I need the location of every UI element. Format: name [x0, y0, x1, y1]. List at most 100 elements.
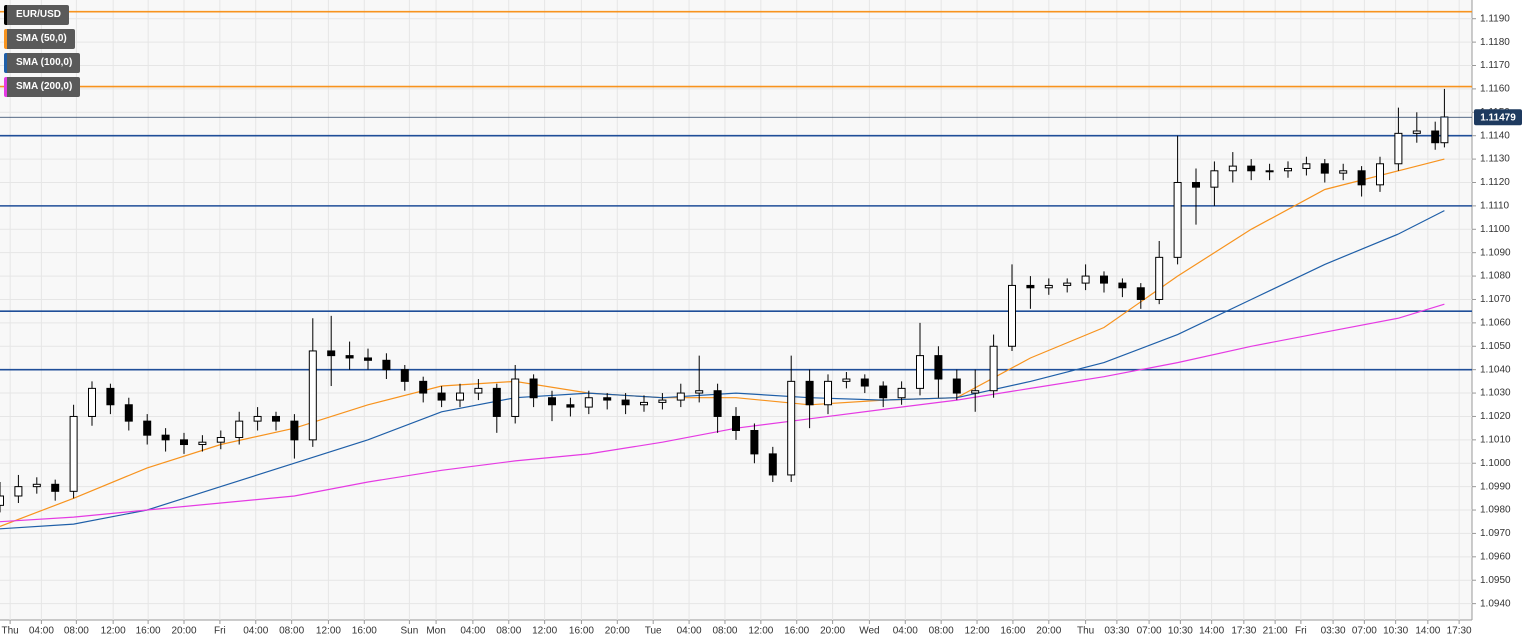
candle-body — [805, 380, 814, 406]
y-tick-label: 1.1070 — [1480, 294, 1511, 305]
x-tick-label: 12:00 — [101, 626, 126, 637]
candle-body — [732, 415, 740, 431]
candle-body — [290, 420, 299, 441]
candle-body — [216, 437, 225, 443]
candle-body — [1320, 163, 1329, 174]
candle-body — [492, 387, 501, 417]
y-tick-label: 1.1160 — [1480, 84, 1510, 95]
candle-body — [548, 397, 556, 406]
x-tick-label: 04:00 — [677, 626, 702, 637]
candle-body — [106, 387, 115, 406]
x-tick-label: Thu — [2, 626, 19, 637]
candle-body — [32, 483, 41, 488]
y-tick-label: 1.0960 — [1480, 551, 1511, 562]
candle-body — [143, 420, 152, 436]
candle-body — [124, 404, 133, 422]
legend-item[interactable]: SMA (200,0) — [4, 77, 81, 97]
candle-body — [952, 378, 961, 394]
candle-body — [1118, 282, 1127, 289]
candle-body — [345, 355, 354, 359]
candle-body — [824, 380, 832, 406]
legend-item[interactable]: SMA (50,0) — [4, 29, 75, 49]
candle-body — [1063, 282, 1072, 286]
candle-body — [161, 434, 170, 441]
x-tick-label: 14:00 — [1199, 626, 1224, 637]
x-tick-label: 20:00 — [820, 626, 845, 637]
x-tick-label: Tue — [645, 626, 662, 637]
candle-body — [566, 404, 575, 408]
candle-body — [584, 397, 593, 408]
y-tick-label: 1.1050 — [1480, 341, 1511, 352]
candle-body — [860, 378, 869, 387]
candle-body — [198, 441, 207, 446]
x-tick-label: 12:00 — [965, 626, 990, 637]
candle-body — [695, 390, 704, 394]
x-tick-label: 12:00 — [748, 626, 773, 637]
x-tick-label: 20:00 — [605, 626, 630, 637]
candle-body — [989, 345, 998, 392]
y-tick-label: 1.0940 — [1480, 598, 1511, 609]
x-tick-label: Fri — [214, 626, 226, 637]
y-tick-label: 1.0990 — [1480, 481, 1511, 492]
candle-body — [621, 399, 630, 406]
candle-body — [1081, 275, 1090, 284]
x-tick-label: 21:00 — [1263, 626, 1288, 637]
candle-body — [1339, 170, 1348, 174]
x-tick-label: 03:30 — [1104, 626, 1129, 637]
legend-item[interactable]: EUR/USD — [4, 5, 70, 25]
x-tick-label: 14:00 — [1415, 626, 1440, 637]
candle-body — [51, 483, 60, 492]
candle-body — [456, 392, 464, 401]
candle-body — [511, 378, 520, 417]
plot-background — [0, 0, 1472, 620]
y-tick-label: 1.1180 — [1480, 37, 1510, 48]
y-tick-label: 1.1060 — [1480, 318, 1511, 329]
x-tick-label: 04:00 — [893, 626, 918, 637]
candle-body — [529, 378, 538, 399]
candle-body — [971, 390, 980, 394]
candle-body — [180, 439, 188, 446]
y-tick-label: 1.1130 — [1480, 154, 1510, 165]
y-tick-label: 1.1190 — [1480, 13, 1510, 24]
legend-item[interactable]: SMA (100,0) — [4, 53, 81, 73]
candle-body — [364, 357, 372, 361]
y-tick-label: 1.1010 — [1480, 434, 1511, 445]
x-tick-label: 12:00 — [532, 626, 557, 637]
candle-body — [272, 415, 280, 422]
x-tick-label: 08:00 — [64, 626, 89, 637]
candle-body — [1008, 284, 1016, 347]
candle-body — [1173, 181, 1182, 258]
candle-body — [1192, 181, 1200, 188]
sma-line — [0, 158, 1445, 527]
candle-body — [235, 420, 244, 439]
candle-body — [400, 369, 409, 382]
candle-body — [1247, 165, 1256, 172]
x-tick-label: 04:00 — [29, 626, 54, 637]
candle-body — [1357, 170, 1366, 186]
y-tick-label: 1.1120 — [1480, 177, 1510, 188]
y-tick-label: 1.1110 — [1480, 201, 1510, 212]
candle-body — [640, 401, 648, 406]
candle-body — [934, 355, 943, 380]
candle-body — [1394, 132, 1403, 165]
x-tick-label: 17:30 — [1447, 626, 1472, 637]
legend: EUR/USD SMA (50,0) SMA (100,0) SMA (200,… — [4, 5, 81, 101]
candle-body — [419, 380, 428, 394]
candle-body — [327, 350, 336, 357]
y-tick-label: 1.1020 — [1480, 411, 1511, 422]
x-tick-label: 16:00 — [1000, 626, 1025, 637]
y-tick-label: 1.0980 — [1480, 505, 1511, 516]
candle-body — [603, 397, 612, 401]
candle-body — [308, 350, 317, 441]
x-tick-label: 07:00 — [1137, 626, 1162, 637]
candle-body — [1136, 287, 1145, 300]
last-price-label: 1.11479 — [1480, 112, 1516, 123]
y-tick-label: 1.1170 — [1480, 60, 1510, 71]
candle-body — [1376, 163, 1384, 186]
x-tick-label: 03:30 — [1321, 626, 1346, 637]
candle-body — [1100, 275, 1108, 284]
x-tick-label: 16:00 — [136, 626, 161, 637]
x-tick-label: 10:30 — [1383, 626, 1408, 637]
candle-body — [1440, 116, 1449, 144]
